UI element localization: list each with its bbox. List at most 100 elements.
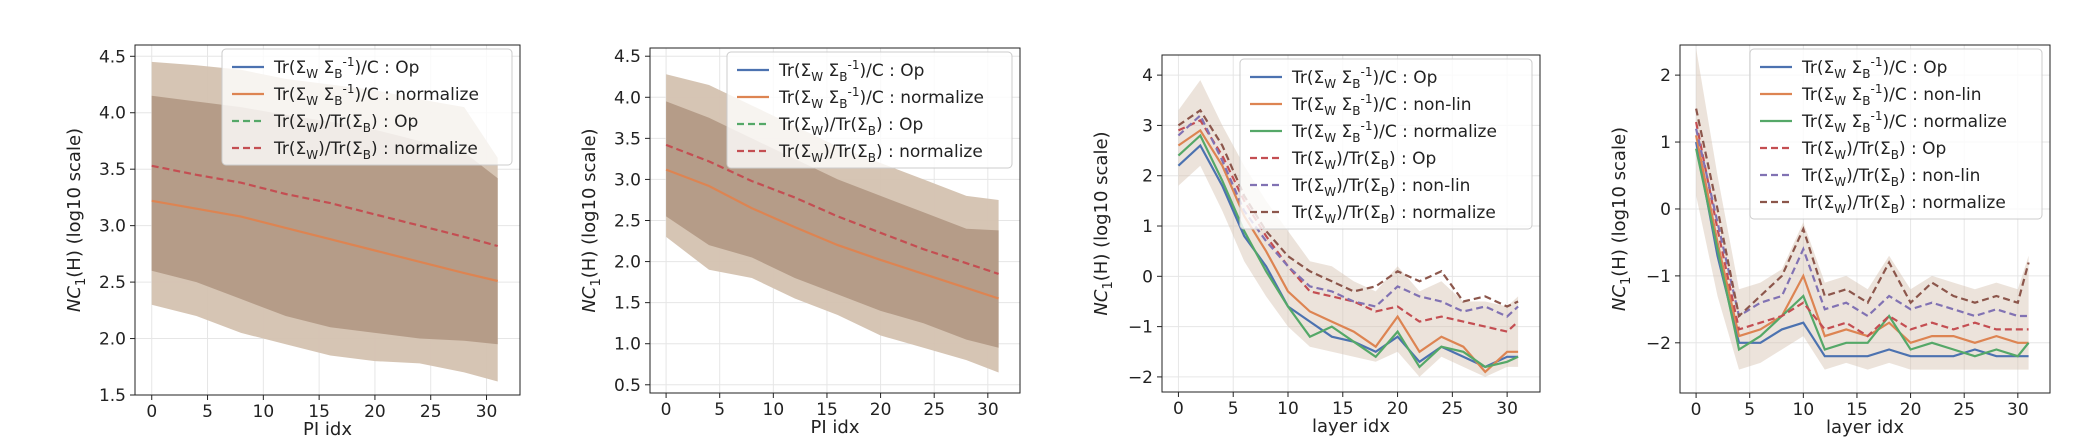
y-tick-label: 4 — [1142, 66, 1153, 86]
legend-label: Tr(ΣW)/Tr(ΣB) : Op — [1801, 139, 1946, 162]
y-tick-label: 0 — [1142, 267, 1153, 287]
y-tick-label: −1 — [1646, 267, 1671, 287]
y-tick-label: 4.5 — [99, 47, 126, 67]
legend-label: Tr(ΣW ΣB-1)/C : Op — [273, 55, 419, 81]
series-line — [1695, 148, 2030, 358]
x-tick-label: 15 — [308, 402, 330, 422]
x-tick-label: 25 — [1953, 400, 1975, 420]
x-tick-label: 15 — [816, 400, 838, 420]
x-tick-label: 20 — [1387, 399, 1409, 419]
axes-frame — [1161, 54, 1541, 393]
x-tick-label: 0 — [661, 400, 672, 420]
y-tick-label: 2 — [1660, 66, 1671, 86]
y-tick-label: 2.5 — [99, 273, 126, 293]
legend-label: Tr(ΣW)/Tr(ΣB) : normalize — [273, 139, 478, 162]
y-tick-label: 0 — [1660, 200, 1671, 220]
y-tick-label: 1 — [1142, 217, 1153, 237]
y-tick-label: 2 — [1142, 167, 1153, 187]
y-tick-label: 3.5 — [99, 160, 126, 180]
y-tick-label: 2.0 — [99, 330, 126, 350]
x-tick-label: 20 — [364, 402, 386, 422]
chart-panel-1: 0 5 10 15 20 25 30 1.5 2.0 2.5 3.0 3.5 4.0 4.5 PI idx N… — [64, 44, 521, 440]
x-tick-label: 30 — [476, 402, 498, 422]
legend-box — [726, 51, 1013, 169]
x-axis-label: layer idx — [1826, 417, 1904, 438]
x-tick-label: 10 — [253, 402, 275, 422]
x-tick-label: 25 — [923, 400, 945, 420]
legend-label: Tr(ΣW ΣB-1)/C : Op — [1291, 65, 1437, 91]
series-line — [1695, 128, 2029, 318]
x-tick-label: 20 — [1900, 400, 1922, 420]
x-tick-label: 0 — [1691, 400, 1702, 420]
legend-label: Tr(ΣW)/Tr(ΣB) : normalize — [1291, 203, 1496, 226]
x-tick-label: 5 — [1744, 400, 1755, 420]
x-axis-label: PI idx — [811, 417, 860, 438]
x-axis-label: PI idx — [303, 419, 352, 440]
y-tick-label: 1.5 — [99, 386, 126, 406]
x-tick-label: 25 — [1442, 399, 1464, 419]
legend-label: Tr(ΣW ΣB-1)/C : normalize — [1801, 109, 2007, 135]
legend-label: Tr(ΣW ΣB-1)/C : non-lin — [1291, 92, 1472, 118]
confidence-band — [1696, 48, 2029, 370]
series-line — [665, 168, 999, 300]
y-tick-label: 4.0 — [614, 88, 641, 108]
legend-box — [1749, 48, 2043, 220]
x-tick-label: 15 — [1846, 400, 1868, 420]
legend-label: Tr(ΣW)/Tr(ΣB) : non-lin — [1801, 166, 1980, 189]
y-tick-label: 0.5 — [614, 376, 641, 396]
y-tick-label: 3 — [1142, 116, 1153, 136]
y-tick-label: 1.0 — [614, 335, 641, 355]
axes-frame — [1679, 44, 2051, 394]
legend-label: Tr(ΣW ΣB-1)/C : Op — [778, 58, 924, 84]
legend-label: Tr(ΣW)/Tr(ΣB) : normalize — [778, 142, 983, 165]
legend-label: Tr(ΣW ΣB-1)/C : normalize — [778, 85, 984, 111]
y-axis-label: NC1(H) (log10 scale) — [1091, 131, 1116, 315]
series-line — [1177, 128, 1519, 374]
y-axis-label: NC1(H) (log10 scale) — [64, 128, 89, 312]
legend-label: Tr(ΣW ΣB-1)/C : Op — [1801, 55, 1947, 81]
chart-panel-4: 0 5 10 15 20 25 30 −2 −1 0 1 2 layer idx NC1(H) (log1… — [1609, 44, 2051, 438]
y-tick-label: 2.5 — [614, 212, 641, 232]
y-tick-label: −2 — [1646, 334, 1671, 354]
y-tick-label: 2.0 — [614, 253, 641, 273]
series-line — [1695, 141, 2029, 358]
y-tick-label: 1.5 — [614, 294, 641, 314]
x-tick-label: 30 — [2007, 400, 2029, 420]
x-axis-label: layer idx — [1312, 416, 1390, 437]
series-line — [151, 199, 498, 283]
x-tick-label: 5 — [714, 400, 725, 420]
series-line — [1695, 121, 2029, 338]
series-line — [1177, 118, 1519, 333]
y-tick-label: 4.0 — [99, 104, 126, 124]
x-tick-label: 10 — [1277, 399, 1299, 419]
x-tick-label: 15 — [1332, 399, 1354, 419]
x-tick-label: 10 — [763, 400, 785, 420]
x-tick-label: 25 — [420, 402, 442, 422]
legend-label: Tr(ΣW ΣB-1)/C : normalize — [1291, 119, 1497, 145]
legend-box — [221, 48, 513, 166]
y-tick-label: 1 — [1660, 133, 1671, 153]
x-tick-label: 0 — [1173, 399, 1184, 419]
legend-label: Tr(ΣW)/Tr(ΣB) : normalize — [1801, 193, 2006, 216]
series-line — [1177, 108, 1519, 308]
legend-label: Tr(ΣW)/Tr(ΣB) : Op — [273, 112, 418, 135]
x-tick-label: 5 — [1228, 399, 1239, 419]
legend-label: Tr(ΣW ΣB-1)/C : normalize — [273, 82, 479, 108]
legend-label: Tr(ΣW)/Tr(ΣB) : Op — [778, 115, 923, 138]
y-tick-label: 3.0 — [99, 217, 126, 237]
series-line — [1695, 108, 2030, 319]
legend-label: Tr(ΣW)/Tr(ΣB) : non-lin — [1291, 176, 1470, 199]
legend-box — [1239, 58, 1533, 230]
y-tick-label: −1 — [1128, 318, 1153, 338]
chart-panel-2: 0 5 10 15 20 25 30 0.5 1.0 1.5 2.0 2.5 3.0 3.5 4.0 4.5 P… — [579, 47, 1021, 438]
x-tick-label: 30 — [1496, 399, 1518, 419]
legend-label: Tr(ΣW)/Tr(ΣB) : Op — [1291, 149, 1436, 172]
legend-label: Tr(ΣW ΣB-1)/C : non-lin — [1801, 82, 1982, 108]
series-line — [1177, 133, 1519, 369]
y-tick-label: −2 — [1128, 368, 1153, 388]
series-line — [665, 143, 999, 275]
x-tick-label: 10 — [1793, 400, 1815, 420]
